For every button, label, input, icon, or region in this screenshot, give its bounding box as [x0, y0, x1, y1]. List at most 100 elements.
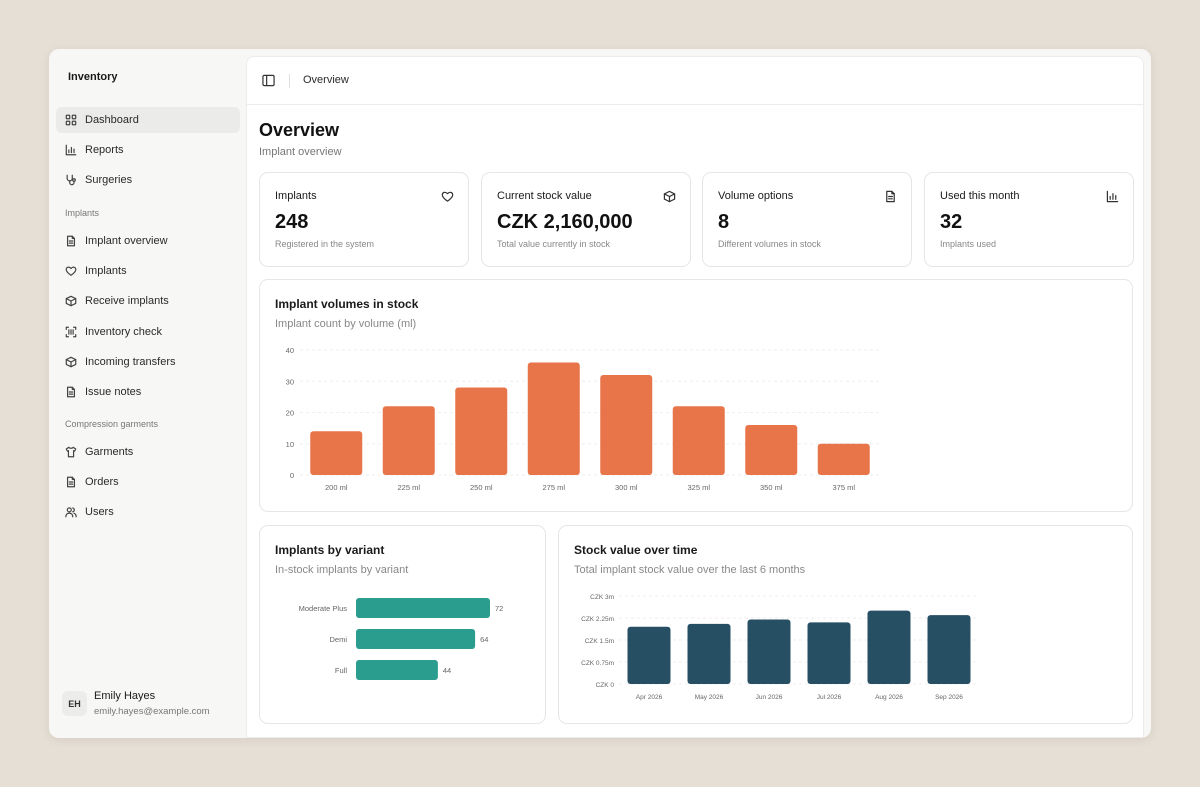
x-tick-label: 225 ml — [397, 483, 420, 492]
bar-300ml[interactable] — [600, 375, 653, 475]
document-icon — [884, 190, 897, 203]
sidebar-item-issue-notes[interactable]: Issue notes — [56, 379, 240, 405]
bar-may-2026[interactable] — [687, 623, 731, 684]
bar-375ml[interactable] — [817, 443, 870, 475]
stat-value: CZK 2,160,000 — [497, 211, 633, 233]
sidebar-item-receive-implants[interactable]: Receive implants — [56, 288, 240, 314]
bar-aug-2026[interactable] — [867, 610, 911, 684]
category-label: Moderate Plus — [299, 604, 348, 613]
volume-bar-chart: 0 10 20 30 40 200 ml 225 ml 250 ml 275 ml 300 ml 3… — [286, 346, 880, 492]
page-subtitle: Implant overview — [259, 146, 342, 158]
bar-325ml[interactable] — [672, 406, 725, 475]
x-tick-label: 250 ml — [470, 483, 493, 492]
sidebar-section-label: Implants — [65, 208, 100, 218]
bar-sep-2026[interactable] — [927, 615, 971, 684]
sidebar-item-incoming-transfers[interactable]: Incoming transfers — [56, 349, 240, 375]
category-label: Full — [335, 666, 347, 675]
dashboard-grid-icon — [65, 114, 77, 126]
bar-chart-icon — [65, 144, 77, 156]
avatar: EH — [62, 691, 87, 716]
sidebar-item-surgeries[interactable]: Surgeries — [56, 167, 240, 193]
sidebar-item-label: Implant overview — [85, 235, 168, 247]
x-tick-label: 350 ml — [760, 483, 783, 492]
stat-title: Current stock value — [497, 190, 592, 202]
y-tick-label: 20 — [286, 409, 294, 418]
category-label: Demi — [329, 635, 347, 644]
bar-225ml[interactable] — [382, 406, 435, 475]
bar-chart-icon — [1106, 190, 1119, 203]
bar-jul-2026[interactable] — [807, 622, 851, 684]
topbar: Overview — [247, 57, 1143, 105]
bar-350ml[interactable] — [745, 425, 798, 475]
y-tick-label: CZK 3m — [590, 594, 614, 601]
data-label: 44 — [443, 666, 451, 675]
variant-chart-card: Implants by variant In-stock implants by… — [259, 525, 546, 724]
sidebar-item-label: Reports — [85, 144, 124, 156]
x-tick-label: Apr 2026 — [636, 694, 663, 701]
heart-icon — [65, 265, 77, 277]
package-icon — [65, 356, 77, 368]
bar-full[interactable] — [356, 660, 438, 680]
bar-jun-2026[interactable] — [747, 619, 791, 684]
x-tick-label: Jun 2026 — [756, 694, 783, 701]
user-profile[interactable]: EH Emily Hayes emily.hayes@example.com — [62, 690, 210, 717]
bar-200ml[interactable] — [310, 431, 363, 475]
y-tick-label: CZK 2.25m — [581, 616, 614, 623]
bar-apr-2026[interactable] — [627, 626, 671, 684]
sidebar-item-orders[interactable]: Orders — [56, 469, 240, 495]
stat-title: Volume options — [718, 190, 794, 202]
main-panel: Overview Overview Implant overview Impla… — [246, 56, 1144, 738]
chart-subtitle: Total implant stock value over the last … — [574, 564, 806, 576]
sidebar-toggle-icon[interactable] — [262, 74, 275, 87]
user-name: Emily Hayes — [94, 690, 156, 702]
sidebar-item-reports[interactable]: Reports — [56, 137, 240, 163]
stat-value: 248 — [275, 211, 309, 233]
x-tick-label: Sep 2026 — [935, 694, 963, 701]
sidebar-item-label: Issue notes — [85, 386, 142, 398]
stat-card-implants: Implants 248 Registered in the system — [259, 172, 469, 267]
chart-title: Implants by variant — [275, 543, 385, 557]
app-window: Inventory Dashboard Reports Surgeries Impla… — [49, 49, 1151, 738]
chart-subtitle: Implant count by volume (ml) — [275, 318, 417, 330]
topbar-divider — [289, 74, 290, 88]
sidebar-item-implants[interactable]: Implants — [56, 258, 240, 284]
x-tick-label: 275 ml — [542, 483, 565, 492]
y-tick-label: 10 — [286, 440, 294, 449]
sidebar-item-label: Garments — [85, 446, 134, 458]
stat-card-current-stock-value: Current stock value CZK 2,160,000 Total va… — [481, 172, 691, 267]
sidebar-item-label: Implants — [85, 265, 127, 278]
sidebar-item-users[interactable]: Users — [56, 499, 240, 525]
stat-description: Registered in the system — [275, 239, 375, 249]
chart-subtitle: In-stock implants by variant — [275, 564, 409, 576]
shirt-icon — [65, 446, 77, 458]
package-icon — [65, 295, 77, 307]
chart-title: Stock value over time — [574, 543, 698, 557]
sidebar-item-label: Dashboard — [85, 114, 139, 126]
stat-description: Implants used — [940, 239, 997, 249]
stock-value-bar-chart: CZK 0 CZK 0.75m CZK 1.5m CZK 2.25m CZK 3m Apr… — [581, 594, 979, 701]
sidebar-item-dashboard[interactable]: Dashboard — [56, 107, 240, 133]
x-tick-label: May 2026 — [695, 694, 724, 701]
sidebar: Inventory Dashboard Reports Surgeries Impla… — [49, 49, 246, 738]
sidebar-item-label: Users — [85, 506, 114, 519]
bar-moderate-plus[interactable] — [356, 598, 490, 618]
bar-250ml[interactable] — [455, 387, 508, 476]
y-tick-label: CZK 1.5m — [585, 638, 614, 645]
bar-275ml[interactable] — [527, 362, 580, 476]
sidebar-item-garments[interactable]: Garments — [56, 439, 240, 465]
document-icon — [65, 386, 77, 398]
sidebar-item-inventory-check[interactable]: Inventory check — [56, 319, 240, 345]
chart-title: Implant volumes in stock — [275, 297, 419, 311]
document-icon — [65, 476, 77, 488]
sidebar-item-implant-overview[interactable]: Implant overview — [56, 228, 240, 254]
package-icon — [663, 190, 676, 203]
stat-card-used-this-month: Used this month 32 Implants used — [924, 172, 1134, 267]
stat-description: Total value currently in stock — [497, 239, 611, 249]
volume-chart-card: Implant volumes in stock Implant count b… — [259, 279, 1133, 512]
bar-demi[interactable] — [356, 629, 476, 649]
stethoscope-icon — [65, 174, 77, 186]
data-label: 64 — [480, 635, 488, 644]
stock-value-chart-card: Stock value over time Total implant stoc… — [558, 525, 1133, 724]
scan-barcode-icon — [65, 326, 77, 338]
y-tick-label: 30 — [286, 377, 294, 386]
